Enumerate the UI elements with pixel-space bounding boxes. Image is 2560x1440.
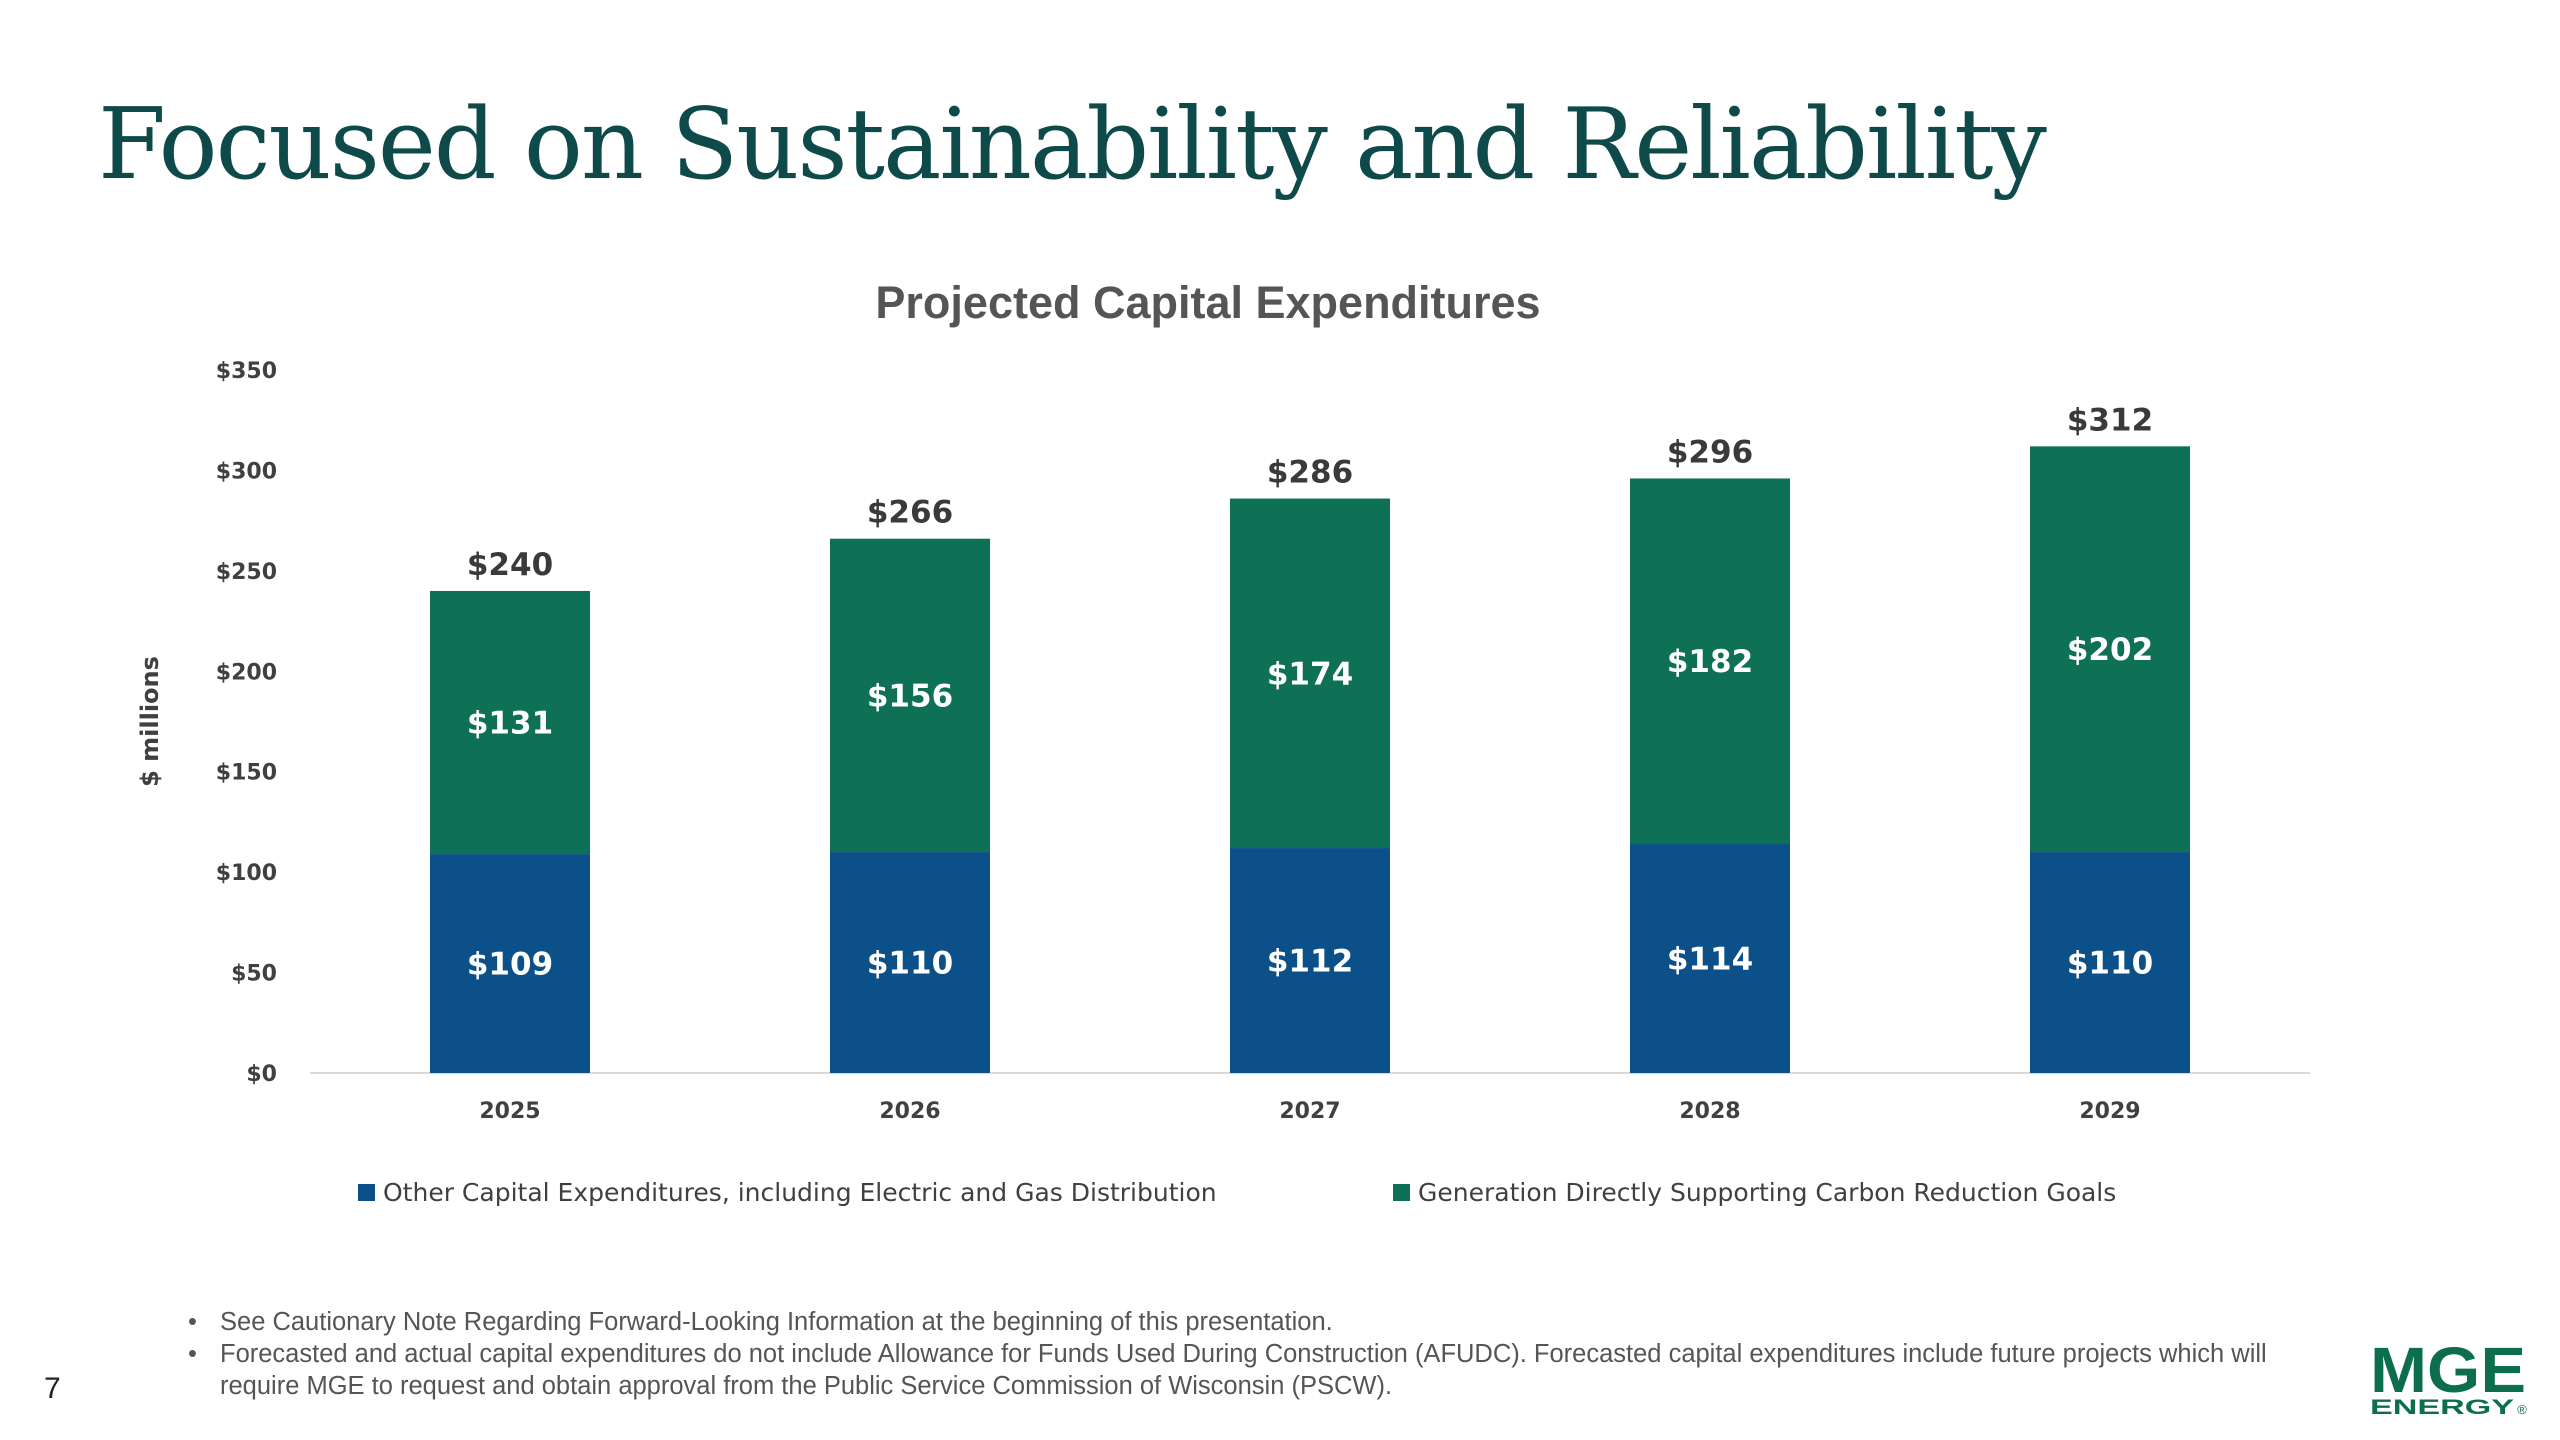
logo-registered-mark: ® xyxy=(2517,1402,2527,1416)
logo-mge-text: MGE xyxy=(2370,1338,2526,1406)
footnote-item: • Forecasted and actual capital expendit… xyxy=(188,1338,2308,1402)
bar-segment xyxy=(830,538,990,853)
x-tick-label: 2026 xyxy=(879,1099,940,1124)
bar-total-label: $312 xyxy=(2067,402,2153,438)
logo-energy-text: ENERGY xyxy=(2370,1396,2514,1416)
bar-segment xyxy=(430,854,590,1073)
bar-segment-label: $112 xyxy=(1267,944,1353,980)
bar-segment xyxy=(2030,852,2190,1073)
bar-segment-label: $131 xyxy=(467,706,553,742)
bar-segment xyxy=(1630,844,1790,1073)
capex-chart: Projected Capital Expenditures $ millions… xyxy=(136,277,2310,1124)
legend-label-other-capex: Other Capital Expenditures, including El… xyxy=(383,1178,1217,1207)
chart-svg: Projected Capital Expenditures $ millions… xyxy=(136,277,2310,1124)
y-tick-label: $100 xyxy=(216,861,277,886)
bar-segment xyxy=(2030,446,2190,853)
footnote-item: • See Cautionary Note Regarding Forward-… xyxy=(188,1306,2308,1338)
chart-legend: Other Capital Expenditures, including El… xyxy=(0,1178,2560,1218)
bar-segment xyxy=(830,852,990,1073)
y-axis-label: $ millions xyxy=(136,656,164,787)
bullet-icon: • xyxy=(188,1340,197,1368)
bar-total-label: $286 xyxy=(1267,455,1353,491)
x-tick-label: 2027 xyxy=(1279,1099,1340,1124)
x-tick-label: 2028 xyxy=(1679,1099,1740,1124)
footnote-text: Forecasted and actual capital expenditur… xyxy=(220,1340,2267,1400)
y-tick-label: $200 xyxy=(216,660,277,685)
y-tick-label: $350 xyxy=(216,359,277,384)
bar-segment-label: $110 xyxy=(867,946,953,982)
bar-segment-label: $109 xyxy=(467,947,553,983)
bar-total-label: $296 xyxy=(1667,434,1753,470)
bar-total-label: $240 xyxy=(467,547,553,583)
y-tick-label: $50 xyxy=(231,962,277,987)
y-tick-label: $150 xyxy=(216,761,277,786)
bar-segment-label: $182 xyxy=(1667,644,1753,680)
footnote-text: See Cautionary Note Regarding Forward-Lo… xyxy=(220,1308,1333,1336)
footnotes: • See Cautionary Note Regarding Forward-… xyxy=(188,1306,2308,1402)
y-tick-label: $0 xyxy=(246,1062,277,1087)
bar-segment-label: $110 xyxy=(2067,946,2153,982)
bar-segment xyxy=(1230,498,1390,849)
bar-segment xyxy=(1630,478,1790,845)
page-number: 7 xyxy=(44,1372,61,1405)
chart-title: Projected Capital Expenditures xyxy=(875,277,1540,328)
bar-segment-label: $156 xyxy=(867,678,953,714)
bar-segment-label: $174 xyxy=(1267,656,1353,692)
bar-segment-label: $202 xyxy=(2067,632,2153,668)
legend-label-carbon-generation: Generation Directly Supporting Carbon Re… xyxy=(1418,1178,2117,1207)
legend-item-carbon-generation: Generation Directly Supporting Carbon Re… xyxy=(1393,1178,2116,1207)
x-tick-label: 2029 xyxy=(2079,1099,2140,1124)
bar-segment xyxy=(1230,848,1390,1073)
legend-item-other-capex: Other Capital Expenditures, including El… xyxy=(358,1178,1217,1207)
y-tick-label: $300 xyxy=(216,459,277,484)
page-title: Focused on Sustainability and Reliabilit… xyxy=(98,88,2047,202)
bar-total-label: $266 xyxy=(867,495,953,531)
y-tick-label: $250 xyxy=(216,560,277,585)
legend-swatch-other-capex xyxy=(358,1184,375,1201)
bullet-icon: • xyxy=(188,1308,197,1336)
x-tick-label: 2025 xyxy=(479,1099,540,1124)
bar-segment-label: $114 xyxy=(1667,942,1753,978)
bar-segment xyxy=(430,590,590,855)
mge-energy-logo: MGE ENERGY ® xyxy=(2370,1338,2527,1416)
legend-swatch-carbon-generation xyxy=(1393,1184,1410,1201)
